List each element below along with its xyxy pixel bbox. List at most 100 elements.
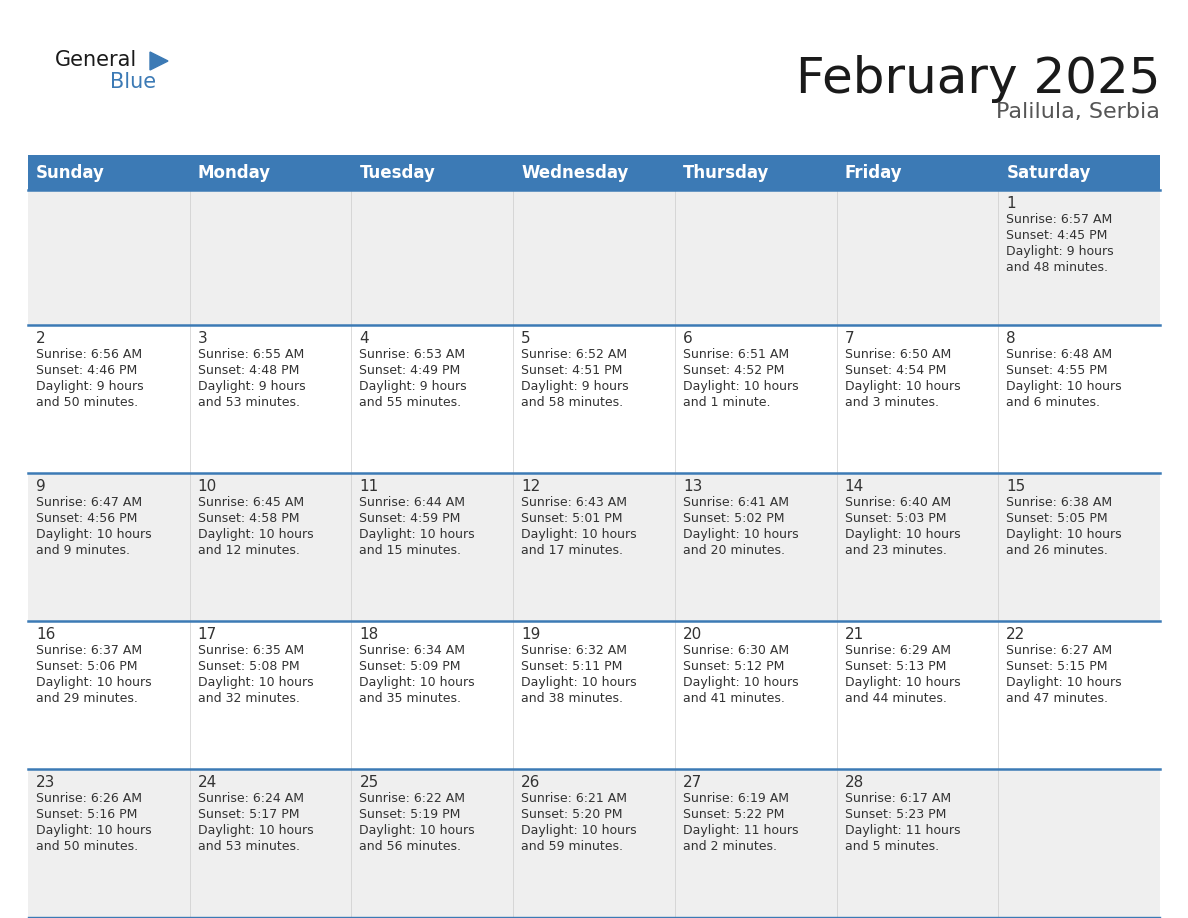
Text: and 9 minutes.: and 9 minutes. <box>36 544 129 557</box>
Text: Sunset: 5:13 PM: Sunset: 5:13 PM <box>845 660 946 673</box>
Text: and 5 minutes.: and 5 minutes. <box>845 840 939 853</box>
Text: 1: 1 <box>1006 196 1016 211</box>
Text: 5: 5 <box>522 331 531 346</box>
Text: Saturday: Saturday <box>1006 163 1091 182</box>
Text: 12: 12 <box>522 479 541 494</box>
Text: Daylight: 10 hours: Daylight: 10 hours <box>522 676 637 689</box>
Text: Sunday: Sunday <box>36 163 105 182</box>
Text: Daylight: 10 hours: Daylight: 10 hours <box>360 824 475 837</box>
Text: Sunrise: 6:53 AM: Sunrise: 6:53 AM <box>360 348 466 361</box>
Text: and 48 minutes.: and 48 minutes. <box>1006 261 1108 274</box>
Text: Monday: Monday <box>197 163 271 182</box>
Text: Sunrise: 6:37 AM: Sunrise: 6:37 AM <box>36 644 143 657</box>
Text: Sunrise: 6:35 AM: Sunrise: 6:35 AM <box>197 644 304 657</box>
Text: Sunset: 5:02 PM: Sunset: 5:02 PM <box>683 512 784 525</box>
Bar <box>352 155 513 190</box>
Text: 22: 22 <box>1006 627 1025 642</box>
Text: Sunrise: 6:41 AM: Sunrise: 6:41 AM <box>683 496 789 509</box>
Text: 24: 24 <box>197 775 217 790</box>
Text: and 15 minutes.: and 15 minutes. <box>360 544 461 557</box>
Text: Sunset: 5:09 PM: Sunset: 5:09 PM <box>360 660 461 673</box>
Text: 14: 14 <box>845 479 864 494</box>
Text: and 2 minutes.: and 2 minutes. <box>683 840 777 853</box>
Text: Daylight: 10 hours: Daylight: 10 hours <box>845 676 960 689</box>
Text: Daylight: 10 hours: Daylight: 10 hours <box>683 380 798 393</box>
Text: Daylight: 10 hours: Daylight: 10 hours <box>683 528 798 541</box>
Bar <box>998 155 1159 190</box>
Text: Daylight: 10 hours: Daylight: 10 hours <box>683 676 798 689</box>
Bar <box>29 621 1159 769</box>
Text: and 50 minutes.: and 50 minutes. <box>36 396 138 409</box>
Bar <box>29 325 1159 473</box>
Text: Blue: Blue <box>110 72 156 92</box>
Text: Sunset: 5:17 PM: Sunset: 5:17 PM <box>197 808 299 821</box>
Text: Sunrise: 6:51 AM: Sunrise: 6:51 AM <box>683 348 789 361</box>
Text: 21: 21 <box>845 627 864 642</box>
Text: Sunset: 4:49 PM: Sunset: 4:49 PM <box>360 364 461 377</box>
Text: and 53 minutes.: and 53 minutes. <box>197 396 299 409</box>
Text: Daylight: 10 hours: Daylight: 10 hours <box>1006 528 1121 541</box>
Text: Sunrise: 6:55 AM: Sunrise: 6:55 AM <box>197 348 304 361</box>
Text: and 44 minutes.: and 44 minutes. <box>845 692 947 705</box>
Text: Daylight: 10 hours: Daylight: 10 hours <box>36 528 152 541</box>
Text: Sunrise: 6:47 AM: Sunrise: 6:47 AM <box>36 496 143 509</box>
Text: Sunrise: 6:56 AM: Sunrise: 6:56 AM <box>36 348 143 361</box>
Text: Sunrise: 6:44 AM: Sunrise: 6:44 AM <box>360 496 466 509</box>
Text: and 47 minutes.: and 47 minutes. <box>1006 692 1108 705</box>
Text: Sunset: 5:05 PM: Sunset: 5:05 PM <box>1006 512 1108 525</box>
Text: Sunrise: 6:45 AM: Sunrise: 6:45 AM <box>197 496 304 509</box>
Text: Sunset: 4:46 PM: Sunset: 4:46 PM <box>36 364 138 377</box>
Text: Daylight: 10 hours: Daylight: 10 hours <box>197 528 314 541</box>
Text: 6: 6 <box>683 331 693 346</box>
Text: Sunrise: 6:40 AM: Sunrise: 6:40 AM <box>845 496 950 509</box>
Text: and 35 minutes.: and 35 minutes. <box>360 692 461 705</box>
Text: 15: 15 <box>1006 479 1025 494</box>
Bar <box>29 769 1159 917</box>
Text: Sunrise: 6:50 AM: Sunrise: 6:50 AM <box>845 348 950 361</box>
Text: Sunset: 4:52 PM: Sunset: 4:52 PM <box>683 364 784 377</box>
Text: and 20 minutes.: and 20 minutes. <box>683 544 785 557</box>
Text: and 58 minutes.: and 58 minutes. <box>522 396 624 409</box>
Bar <box>190 155 352 190</box>
Text: 4: 4 <box>360 331 369 346</box>
Text: Daylight: 10 hours: Daylight: 10 hours <box>845 380 960 393</box>
Text: Daylight: 10 hours: Daylight: 10 hours <box>522 528 637 541</box>
Text: Sunset: 5:15 PM: Sunset: 5:15 PM <box>1006 660 1107 673</box>
Text: Sunset: 5:06 PM: Sunset: 5:06 PM <box>36 660 138 673</box>
Text: Sunset: 5:12 PM: Sunset: 5:12 PM <box>683 660 784 673</box>
Text: Sunset: 5:20 PM: Sunset: 5:20 PM <box>522 808 623 821</box>
Text: Daylight: 9 hours: Daylight: 9 hours <box>522 380 628 393</box>
Text: Sunset: 4:51 PM: Sunset: 4:51 PM <box>522 364 623 377</box>
Bar <box>836 155 998 190</box>
Bar <box>29 190 1159 325</box>
Text: 11: 11 <box>360 479 379 494</box>
Text: Daylight: 9 hours: Daylight: 9 hours <box>36 380 144 393</box>
Text: Sunrise: 6:38 AM: Sunrise: 6:38 AM <box>1006 496 1112 509</box>
Text: Friday: Friday <box>845 163 902 182</box>
Text: Sunset: 5:08 PM: Sunset: 5:08 PM <box>197 660 299 673</box>
Text: Sunrise: 6:43 AM: Sunrise: 6:43 AM <box>522 496 627 509</box>
Text: and 50 minutes.: and 50 minutes. <box>36 840 138 853</box>
Text: Sunrise: 6:21 AM: Sunrise: 6:21 AM <box>522 792 627 805</box>
Text: Palilula, Serbia: Palilula, Serbia <box>996 102 1159 122</box>
Text: and 17 minutes.: and 17 minutes. <box>522 544 624 557</box>
Text: and 41 minutes.: and 41 minutes. <box>683 692 785 705</box>
Text: 25: 25 <box>360 775 379 790</box>
Text: 7: 7 <box>845 331 854 346</box>
Text: Daylight: 10 hours: Daylight: 10 hours <box>197 824 314 837</box>
Text: and 6 minutes.: and 6 minutes. <box>1006 396 1100 409</box>
Text: 10: 10 <box>197 479 217 494</box>
Text: Sunset: 5:01 PM: Sunset: 5:01 PM <box>522 512 623 525</box>
Text: Sunset: 5:11 PM: Sunset: 5:11 PM <box>522 660 623 673</box>
Text: Daylight: 11 hours: Daylight: 11 hours <box>845 824 960 837</box>
Text: 19: 19 <box>522 627 541 642</box>
Text: 16: 16 <box>36 627 56 642</box>
Text: 8: 8 <box>1006 331 1016 346</box>
Text: and 38 minutes.: and 38 minutes. <box>522 692 624 705</box>
Text: Sunset: 5:16 PM: Sunset: 5:16 PM <box>36 808 138 821</box>
Text: Daylight: 10 hours: Daylight: 10 hours <box>360 676 475 689</box>
Text: Daylight: 10 hours: Daylight: 10 hours <box>522 824 637 837</box>
Text: and 55 minutes.: and 55 minutes. <box>360 396 462 409</box>
Text: Daylight: 11 hours: Daylight: 11 hours <box>683 824 798 837</box>
Text: Daylight: 9 hours: Daylight: 9 hours <box>197 380 305 393</box>
